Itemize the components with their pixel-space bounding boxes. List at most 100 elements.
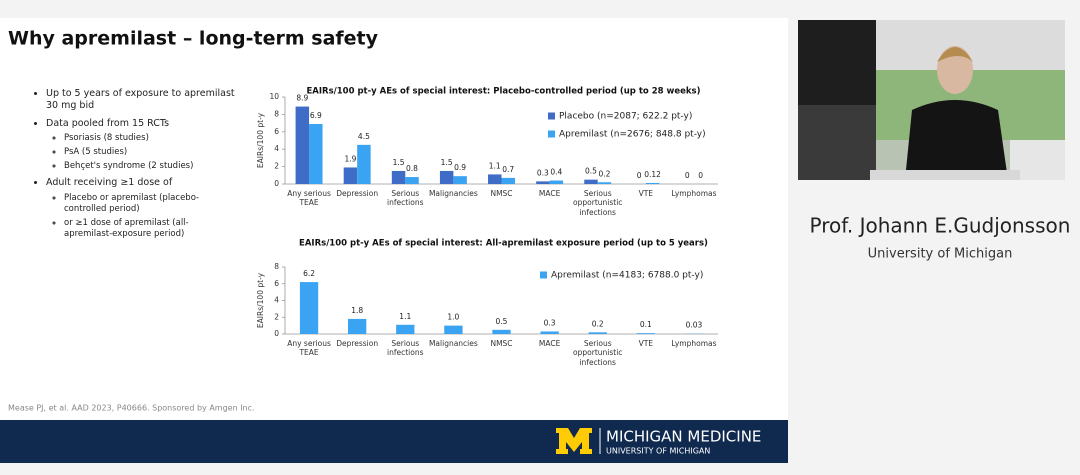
- value-label: 6.9: [310, 111, 322, 120]
- y-tick-label: 8: [274, 262, 279, 271]
- bar: [405, 177, 419, 184]
- slide-title: Why apremilast – long-term safety: [8, 28, 379, 50]
- value-label: 0.4: [550, 168, 562, 177]
- bar: [636, 333, 655, 334]
- bar: [453, 176, 467, 184]
- x-tick-label: NMSC: [490, 339, 513, 348]
- value-label: 0.3: [537, 168, 549, 177]
- bullet: Adult receiving ≥1 dose of Placebo or apr…: [46, 177, 245, 240]
- y-tick-label: 6: [274, 127, 279, 136]
- x-tick-label: Serious opportunistic infections: [573, 189, 623, 217]
- value-label: 0.2: [598, 169, 610, 178]
- logo-m: [556, 428, 592, 454]
- legend-label: Placebo (n=2087; 622.2 pt-y): [559, 112, 692, 122]
- bar: [597, 182, 612, 184]
- bar: [348, 318, 367, 334]
- x-tick-label: Serious infections: [387, 189, 424, 208]
- x-tick-label: VTE: [638, 339, 654, 348]
- x-tick-label: Any serious TEAE: [287, 339, 331, 358]
- bar: [444, 325, 463, 334]
- bar: [343, 167, 358, 184]
- sub-bullet-text: Placebo or apremilast (placebo-controlle…: [64, 192, 200, 214]
- bar: [492, 329, 511, 334]
- slide-footer: [0, 420, 788, 463]
- bullet-list: Up to 5 years of exposure to apremilast …: [30, 88, 245, 245]
- sub-bullet-text: Behçet's syndrome (2 studies): [64, 161, 194, 172]
- x-tick-label: Malignancies: [428, 339, 478, 348]
- logo-sub: UNIVERSITY OF MICHIGAN: [606, 447, 710, 456]
- value-label: 0.2: [592, 319, 604, 328]
- y-tick-label: 6: [274, 279, 279, 288]
- value-label: 1.8: [351, 306, 363, 315]
- sub-bullet: Psoriasis (8 studies): [64, 133, 214, 144]
- value-label: 1.5: [441, 158, 453, 167]
- y-axis-label: EAIRs/100 pt-y: [256, 112, 265, 168]
- sub-bullet-text: PsA (5 studies): [64, 147, 128, 158]
- bullet-text: Adult receiving ≥1 dose of: [46, 177, 173, 189]
- sub-bullet: PsA (5 studies): [64, 147, 214, 158]
- value-label: 4.5: [358, 132, 370, 141]
- bar: [295, 106, 310, 184]
- value-label: 0: [685, 171, 690, 180]
- sub-bullets: Psoriasis (8 studies) PsA (5 studies) Behç…: [46, 133, 214, 172]
- speaker-affiliation: University of Michigan: [868, 247, 1013, 262]
- bar: [299, 282, 319, 334]
- y-tick-label: 2: [274, 162, 279, 171]
- video-speaker-box: [798, 20, 876, 105]
- footnote: Mease PJ, et al. AAD 2023, P40666. Spons…: [8, 404, 255, 413]
- x-tick-label: Depression: [336, 339, 379, 348]
- value-label: 0: [637, 171, 642, 180]
- value-label: 1.1: [489, 161, 501, 170]
- bar: [645, 182, 660, 184]
- x-tick-label: Lymphomas: [671, 339, 717, 348]
- slide-background: [0, 18, 788, 420]
- bar: [536, 181, 550, 184]
- value-label: 1.0: [447, 313, 459, 322]
- bar: [309, 123, 323, 184]
- video-podium: [870, 170, 1020, 180]
- value-label: 0.7: [502, 165, 514, 174]
- value-label: 0.5: [496, 317, 508, 326]
- sub-bullet: Behçet's syndrome (2 studies): [64, 161, 214, 172]
- value-label: 8.9: [296, 94, 308, 103]
- y-tick-label: 4: [274, 144, 279, 153]
- logo-name: MICHIGAN MEDICINE: [606, 428, 761, 446]
- value-label: 0.8: [406, 164, 418, 173]
- legend-label: Apremilast (n=2676; 848.8 pt-y): [559, 130, 706, 140]
- video-person-hair: [937, 47, 973, 62]
- sub-bullet-text: Psoriasis (8 studies): [64, 133, 149, 144]
- value-label: 1.9: [344, 154, 356, 163]
- x-tick-label: Lymphomas: [671, 189, 717, 198]
- legend-label: Apremilast (n=4183; 6788.0 pt-y): [551, 271, 703, 281]
- bullet-text: Up to 5 years of exposure to apremilast …: [46, 88, 235, 112]
- y-tick-label: 4: [274, 296, 279, 305]
- x-tick-label: MACE: [538, 339, 561, 348]
- value-label: 0.1: [640, 320, 652, 329]
- sub-bullet: or ≥1 dose of apremilast (all-apremilast…: [64, 218, 214, 240]
- y-tick-label: 10: [269, 92, 279, 101]
- legend-swatch: [548, 130, 555, 138]
- sub-bullet: Placebo or apremilast (placebo-controlle…: [64, 193, 214, 215]
- bullet-text: Data pooled from 15 RCTs: [46, 117, 170, 129]
- value-label: 0.12: [644, 170, 661, 179]
- value-label: 0.9: [454, 163, 466, 172]
- value-label: 0.03: [686, 321, 703, 330]
- bullet: Up to 5 years of exposure to apremilast …: [46, 88, 245, 113]
- sub-bullet-text: or ≥1 dose of apremilast (all-apremilast…: [64, 217, 189, 239]
- value-label: 0.5: [585, 167, 597, 176]
- x-tick-label: VTE: [638, 189, 654, 198]
- value-label: 0.3: [544, 318, 556, 327]
- bullets: Up to 5 years of exposure to apremilast …: [30, 88, 245, 240]
- bar: [584, 179, 598, 184]
- bar: [549, 180, 564, 184]
- sub-bullets: Placebo or apremilast (placebo-controlle…: [46, 193, 214, 240]
- bar: [501, 177, 515, 184]
- y-tick-label: 0: [274, 329, 279, 338]
- x-tick-label: Serious opportunistic infections: [573, 339, 623, 367]
- video-person-body: [905, 100, 1008, 180]
- bar: [588, 332, 607, 334]
- x-tick-label: Depression: [336, 189, 379, 198]
- value-label: 1.1: [399, 312, 411, 321]
